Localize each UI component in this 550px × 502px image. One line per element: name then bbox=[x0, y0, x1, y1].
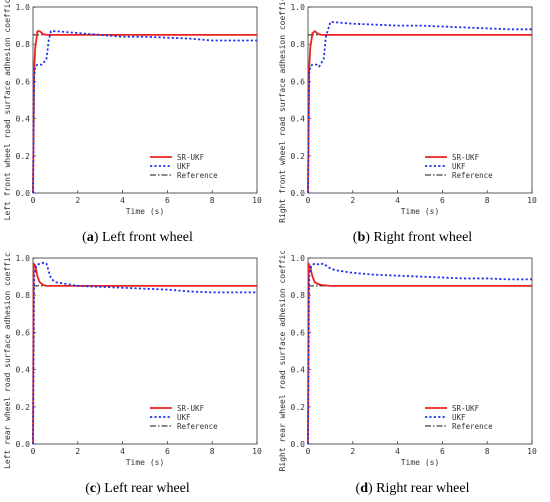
legend-label-ukf: UKF bbox=[177, 162, 191, 171]
legend-label-sr-ukf: SR-UKF bbox=[452, 153, 480, 162]
y-tick-label: 0.0 bbox=[16, 440, 31, 449]
y-axis-label: Left front wheel road surface adhesion c… bbox=[3, 0, 12, 220]
y-tick-label: 0.4 bbox=[291, 115, 306, 124]
x-tick-label: 6 bbox=[440, 196, 445, 205]
x-tick-label: 4 bbox=[395, 196, 400, 205]
x-tick-label: 8 bbox=[210, 196, 215, 205]
y-tick-label: 0.0 bbox=[291, 189, 306, 198]
y-tick-label: 1.0 bbox=[16, 254, 31, 263]
x-tick-label: 0 bbox=[306, 196, 311, 205]
chart-a: 0 2 4 6 8 10 0.0 0.2 0.4 0.6 0.8 1.0 Time (s) Left fr… bbox=[3, 0, 262, 220]
y-tick-label: 0.8 bbox=[291, 40, 306, 49]
caption-d: (d) Right rear wheel bbox=[355, 481, 470, 496]
x-tick-label: 8 bbox=[485, 196, 490, 205]
series-line-ukf bbox=[32, 261, 257, 445]
y-tick-label: 0.2 bbox=[16, 403, 31, 412]
series-line-sr-ukf bbox=[32, 262, 257, 445]
x-tick-label: 8 bbox=[210, 447, 215, 456]
y-tick-label: 0.2 bbox=[291, 403, 306, 412]
y-tick-label: 0.0 bbox=[291, 440, 306, 449]
x-tick-label: 6 bbox=[440, 447, 445, 456]
legend-label-ukf: UKF bbox=[177, 413, 191, 422]
y-tick-label: 0.2 bbox=[291, 152, 306, 161]
y-tick-label: 0.2 bbox=[16, 152, 31, 161]
x-tick-label: 0 bbox=[31, 196, 36, 205]
x-axis-label: Time (s) bbox=[401, 458, 440, 467]
caption-c: (c) Left rear wheel bbox=[85, 481, 190, 496]
x-axis-label: Time (s) bbox=[401, 207, 440, 216]
x-tick-label: 10 bbox=[252, 447, 262, 456]
x-tick-label: 0 bbox=[31, 447, 36, 456]
series-line-sr-ukf bbox=[32, 30, 257, 194]
legend-label-ukf: UKF bbox=[452, 413, 466, 422]
x-tick-label: 6 bbox=[165, 447, 170, 456]
series-line-sr-ukf bbox=[307, 262, 532, 445]
panel-label-b: b bbox=[357, 230, 366, 245]
panel-label-d: d bbox=[360, 481, 368, 496]
caption-b: (b) Right front wheel bbox=[352, 230, 473, 245]
chart-b: 0 2 4 6 8 10 0.0 0.2 0.4 0.6 0.8 1.0 Time (s) Right f… bbox=[278, 0, 537, 223]
caption-text-c: Left rear wheel bbox=[104, 481, 190, 496]
y-tick-label: 0.4 bbox=[16, 366, 31, 375]
x-tick-label: 10 bbox=[527, 196, 537, 205]
x-tick-label: 2 bbox=[75, 196, 80, 205]
y-tick-label: 0.6 bbox=[16, 328, 31, 337]
x-axis-label: Time (s) bbox=[126, 458, 165, 467]
y-tick-label: 0.8 bbox=[291, 291, 306, 300]
x-tick-label: 6 bbox=[165, 196, 170, 205]
y-tick-label: 0.4 bbox=[16, 115, 31, 124]
legend-label-reference: Reference bbox=[452, 422, 493, 431]
x-tick-label: 0 bbox=[306, 447, 311, 456]
legend-label-sr-ukf: SR-UKF bbox=[177, 404, 205, 413]
y-tick-label: 0.8 bbox=[16, 291, 31, 300]
x-tick-label: 10 bbox=[252, 196, 262, 205]
series-line-ukf bbox=[307, 20, 532, 194]
x-tick-label: 2 bbox=[350, 196, 355, 205]
x-axis-label: Time (s) bbox=[126, 207, 165, 216]
caption-text-d: Right rear wheel bbox=[376, 481, 470, 496]
chart-panel-a: 0 2 4 6 8 10 0.0 0.2 0.4 0.6 0.8 1.0 Time (s) Left fr… bbox=[0, 0, 275, 251]
chart-d: 0 2 4 6 8 10 0.0 0.2 0.4 0.6 0.8 1.0 Time (s) Right r… bbox=[278, 251, 537, 471]
panel-label-c: c bbox=[89, 481, 97, 496]
chart-panel-c: 0 2 4 6 8 10 0.0 0.2 0.4 0.6 0.8 1.0 Time (s) Left re… bbox=[0, 251, 275, 502]
x-tick-label: 2 bbox=[350, 447, 355, 456]
y-axis-label: Right front wheel road surface adhesion … bbox=[278, 0, 287, 223]
y-axis-label: Right rear wheel road surface adhesion c… bbox=[278, 251, 287, 471]
x-tick-label: 8 bbox=[485, 447, 490, 456]
y-tick-label: 0.6 bbox=[291, 328, 306, 337]
y-tick-label: 0.4 bbox=[291, 366, 306, 375]
y-tick-label: 0.6 bbox=[291, 77, 306, 86]
y-axis-label: Left rear wheel road surface adhesion co… bbox=[3, 251, 12, 469]
caption-a: (a) Left front wheel bbox=[82, 230, 193, 245]
legend-label-sr-ukf: SR-UKF bbox=[452, 404, 480, 413]
chart-c: 0 2 4 6 8 10 0.0 0.2 0.4 0.6 0.8 1.0 Time (s) Left re… bbox=[3, 251, 262, 469]
series-line-ukf bbox=[307, 262, 532, 445]
legend-label-reference: Reference bbox=[452, 171, 493, 180]
legend-label-reference: Reference bbox=[177, 422, 218, 431]
x-tick-label: 2 bbox=[75, 447, 80, 456]
caption-text-a: Left front wheel bbox=[101, 230, 193, 245]
series-line-sr-ukf bbox=[307, 30, 532, 194]
y-tick-label: 1.0 bbox=[291, 254, 306, 263]
caption-text-b: Right front wheel bbox=[373, 230, 473, 245]
chart-panel-d: 0 2 4 6 8 10 0.0 0.2 0.4 0.6 0.8 1.0 Time (s) Right r… bbox=[275, 251, 550, 502]
x-tick-label: 4 bbox=[395, 447, 400, 456]
x-tick-label: 4 bbox=[120, 447, 125, 456]
y-tick-label: 1.0 bbox=[16, 3, 31, 12]
y-tick-label: 0.0 bbox=[16, 189, 31, 198]
x-tick-label: 4 bbox=[120, 196, 125, 205]
series-line-ukf bbox=[32, 30, 257, 194]
y-tick-label: 0.6 bbox=[16, 77, 31, 86]
panel-label-a: a bbox=[86, 230, 94, 245]
legend-label-ukf: UKF bbox=[452, 162, 466, 171]
y-tick-label: 0.8 bbox=[16, 40, 31, 49]
chart-panel-b: 0 2 4 6 8 10 0.0 0.2 0.4 0.6 0.8 1.0 Time (s) Right f… bbox=[275, 0, 550, 251]
x-tick-label: 10 bbox=[527, 447, 537, 456]
legend-label-sr-ukf: SR-UKF bbox=[177, 153, 205, 162]
legend-label-reference: Reference bbox=[177, 171, 218, 180]
y-tick-label: 1.0 bbox=[291, 3, 306, 12]
